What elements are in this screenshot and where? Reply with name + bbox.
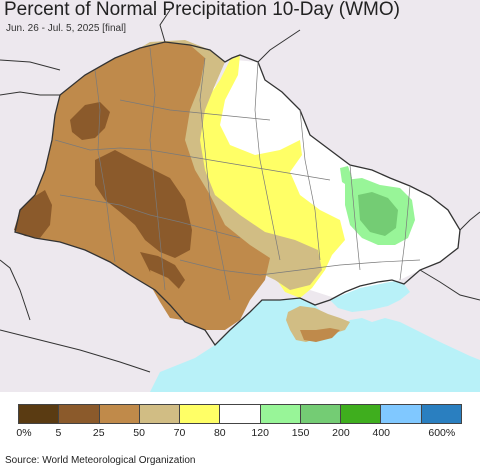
legend-swatch: [381, 405, 422, 423]
legend-swatch: [19, 405, 60, 423]
legend-swatch: [220, 405, 261, 423]
region-dark-brown-south: [140, 252, 185, 290]
region-dark-brown: [95, 150, 192, 258]
precipitation-map: [0, 0, 480, 392]
crimea-south: [300, 328, 340, 342]
sea-of-azov: [330, 280, 410, 312]
moldova-romania: [0, 240, 165, 392]
legend-label: 150: [291, 427, 310, 439]
legend-label: 0%: [16, 427, 32, 439]
legend-swatch: [300, 405, 342, 423]
legend-swatch: [99, 405, 140, 423]
legend-label: 5: [55, 427, 62, 439]
region-green: [358, 192, 398, 236]
source-credit: Source: World Meteorological Organizatio…: [5, 455, 196, 466]
legend-label: 50: [133, 427, 145, 439]
legend-label: 600%: [428, 427, 456, 439]
legend-swatch: [260, 405, 301, 423]
legend-label: 400: [372, 427, 391, 439]
color-legend: [18, 404, 462, 424]
legend-labels: 0% 5 25 50 70 80 120 150 200 400 600%: [0, 427, 480, 441]
legend-swatch: [139, 405, 181, 423]
legend-swatch: [59, 405, 100, 423]
legend-swatch: [421, 405, 461, 423]
region-green-strip: [340, 166, 352, 186]
legend-label: 200: [332, 427, 350, 439]
moldova: [150, 270, 188, 320]
oblast-boundaries: [54, 47, 421, 301]
legend-label: 70: [173, 427, 186, 439]
neighbor-borders: [0, 9, 480, 373]
ukraine-border: [14, 41, 461, 347]
region-dark-brown-west: [14, 190, 52, 238]
legend-label: 80: [213, 427, 226, 439]
legend-swatch: [341, 405, 382, 423]
black-sea: [150, 298, 480, 392]
map-title: Percent of Normal Precipitation 10-Day (…: [4, 0, 400, 20]
map-subtitle: Jun. 26 - Jul. 5, 2025 [final]: [6, 23, 127, 34]
legend-label: 120: [251, 427, 269, 439]
legend-swatch: [180, 405, 221, 423]
legend-label: 25: [92, 427, 105, 439]
